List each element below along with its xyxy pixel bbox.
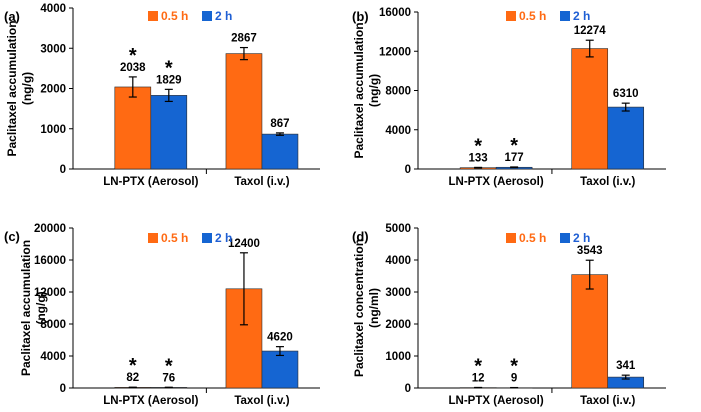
chart-panel-1: (a)Paclitaxel accumulation(ng/g) 0 1000 200… [4,3,320,188]
panel-label: (b) [352,9,369,24]
legend-label: 0.5 h [519,231,546,245]
y-tick-label: 12000 [379,46,411,58]
y-tick-label: 1000 [40,124,66,136]
x-category-label: Taxol (i.v.) [234,395,289,407]
y-tick-label: 4000 [40,3,66,15]
bar [571,274,609,389]
legend-swatch [148,11,158,21]
data-label: 177 [505,152,524,164]
legend-swatch [560,233,570,243]
data-label: 82 [126,372,139,384]
y-tick-label: 0 [60,383,66,395]
legend-label: 2 h [573,231,590,245]
y-axis-unit: (ng/ml) [367,288,381,328]
y-tick-label: 0 [60,164,66,176]
y-tick-label: 20000 [34,223,66,235]
significance-star: * [165,355,173,377]
bar [114,86,152,170]
panel-label: (a) [4,9,20,24]
data-label: 1829 [156,74,182,86]
legend-label: 2 h [215,231,232,245]
legend-swatch [148,233,158,243]
y-tick-label: 16000 [379,7,411,19]
legend-swatch [560,11,570,21]
legend-label: 0.5 h [161,9,188,23]
bar [261,350,299,389]
data-label: 341 [616,360,636,372]
data-label: 76 [162,372,175,384]
x-category-label: Taxol (i.v.) [580,176,635,188]
y-tick-label: 2000 [40,84,66,96]
significance-star: * [129,355,137,377]
y-tick-label: 4000 [40,351,66,363]
y-axis-title-line: Paclitaxel accumulation [352,22,366,158]
legend-label: 0.5 h [519,9,546,23]
bar [607,106,645,170]
bar [150,95,188,170]
data-label: 133 [469,152,488,164]
y-axis-title: Paclitaxel accumulation(ng/g) [19,240,48,376]
data-label: 4620 [267,332,293,344]
data-label: 9 [511,373,517,385]
y-tick-label: 4000 [385,255,411,267]
legend-label: 2 h [215,9,232,23]
y-tick-label: 3000 [385,287,411,299]
x-category-label: Taxol (i.v.) [580,395,635,407]
x-category-label: LN-PTX (Aerosol) [103,395,198,407]
chart-panel-3: (c)Paclitaxel accumulation(ng/g) 0 4000 800… [4,223,320,407]
x-category-label: LN-PTX (Aerosol) [103,176,198,188]
panel-label: (d) [352,229,369,244]
y-axis-title-line: Paclitaxel accumulation [19,240,33,376]
y-axis-unit: (ng/g) [34,291,48,324]
significance-star: * [510,135,518,157]
y-axis-title: Paclitaxel accumulation(ng/g) [352,22,381,158]
data-label: 12274 [574,25,607,37]
legend-swatch [202,11,212,21]
bar [261,133,299,170]
x-category-label: Taxol (i.v.) [234,176,289,188]
y-tick-label: 0 [405,383,411,395]
y-tick-label: 16000 [34,255,66,267]
legend-swatch [202,233,212,243]
x-category-label: LN-PTX (Aerosol) [449,395,544,407]
legend-swatch [506,233,516,243]
y-tick-label: 3000 [40,43,66,55]
legend-swatch [506,11,516,21]
significance-star: * [510,356,518,378]
legend-label: 2 h [573,9,590,23]
y-axis-title-line: Paclitaxel accumulation [5,20,19,156]
y-axis-title: Paclitaxel concentration(ng/ml) [352,239,381,377]
chart-panel-2: (b)Paclitaxel accumulation(ng/g) 0 4000 800… [352,7,666,188]
bar [571,48,609,170]
legend-label: 0.5 h [161,231,188,245]
y-axis-title-line: Paclitaxel concentration [352,239,366,377]
significance-star: * [474,135,482,157]
y-tick-label: 5000 [385,223,411,235]
y-tick-label: 8000 [385,86,411,98]
data-label: 3543 [577,245,603,257]
y-axis-unit: (ng/g) [367,74,381,107]
data-label: 12400 [228,238,260,250]
y-tick-label: 2000 [385,319,411,331]
y-tick-label: 12000 [34,287,66,299]
panel-label: (c) [4,229,20,244]
y-axis-title: Paclitaxel accumulation(ng/g) [5,20,34,156]
x-category-label: LN-PTX (Aerosol) [449,176,544,188]
data-label: 2038 [120,62,146,74]
chart-panel-4: (d)Paclitaxel concentration(ng/ml) 0 1000 2… [352,223,666,407]
significance-star: * [165,57,173,79]
significance-star: * [129,45,137,67]
y-tick-label: 0 [405,164,411,176]
y-axis-unit: (ng/g) [20,72,34,105]
bar [225,53,263,170]
data-label: 867 [270,118,289,130]
y-tick-label: 8000 [40,319,66,331]
data-label: 6310 [613,88,639,100]
data-label: 2867 [231,33,257,45]
y-tick-label: 4000 [385,125,411,137]
data-label: 12 [472,372,485,384]
y-tick-label: 1000 [385,351,411,363]
significance-star: * [474,355,482,377]
